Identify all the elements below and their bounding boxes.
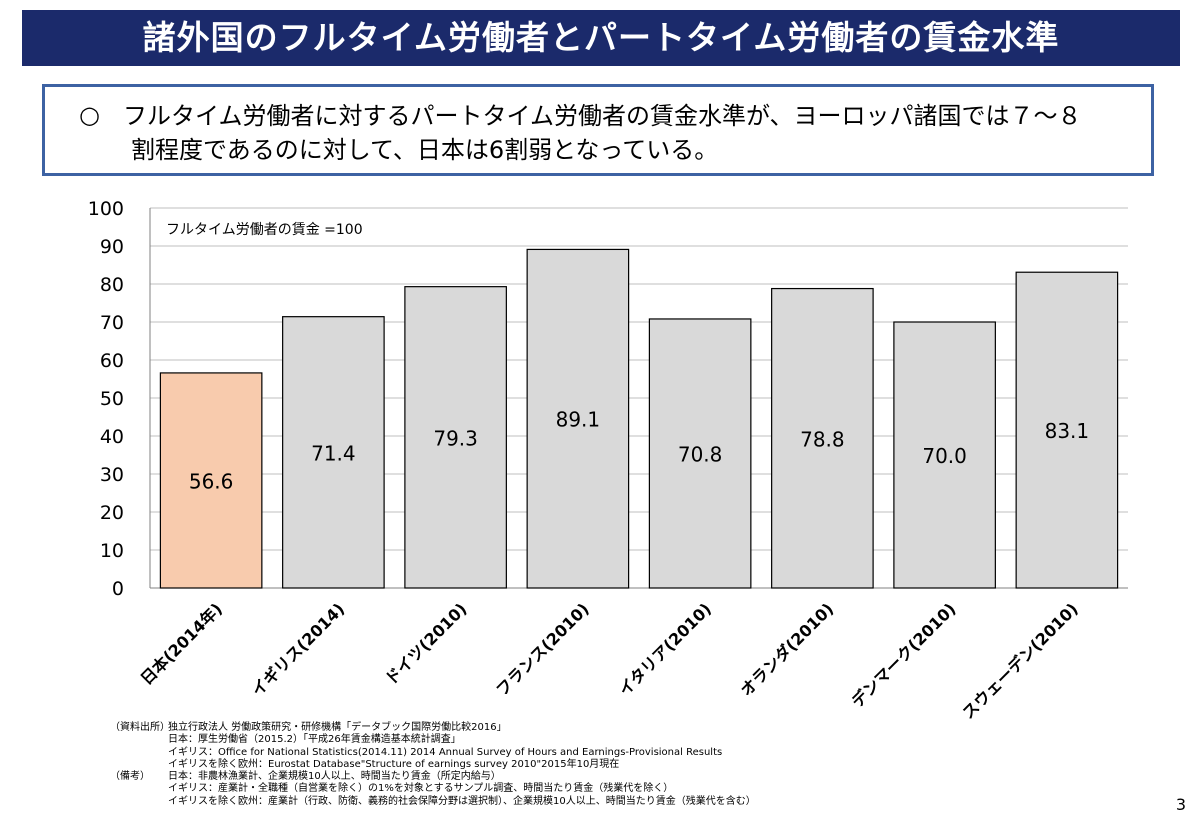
footnote-text: イギリス：産業計・全職種（自営業を除く）の1%を対象とするサンプル調査、時間当た…: [168, 783, 674, 795]
x-category-label: デンマーク(2010): [848, 599, 960, 711]
footnote-text: イギリスを除く欧州：産業計（行政、防衛、義務的社会保障分野は選択制）、企業規模1…: [168, 795, 756, 807]
title-bar: 諸外国のフルタイム労働者とパートタイム労働者の賃金水準: [22, 10, 1180, 66]
footnote-row: （備考） 日本：非農林漁業計、企業規模10人以上、時間当たり賃金（所定内給与）: [110, 771, 910, 783]
footnotes: （資料出所） 独立行政法人 労働政策研究・研修機構「データブック国際労働比較201…: [110, 722, 910, 808]
footnote-text: イギリス：Office for National Statistics(2014…: [168, 746, 723, 758]
bar: [771, 287, 874, 589]
page-number: 3: [1175, 795, 1186, 814]
bar: [282, 316, 385, 589]
y-tick-label: 60: [100, 350, 124, 372]
y-tick-label: 80: [100, 274, 124, 296]
x-category-label: 日本(2014年): [137, 599, 226, 688]
page-title: 諸外国のフルタイム労働者とパートタイム労働者の賃金水準: [142, 18, 1060, 57]
bar: [648, 318, 752, 589]
y-tick-label: 0: [112, 578, 124, 600]
footnote-row: イギリスを除く欧州：産業計（行政、防衛、義務的社会保障分野は選択制）、企業規模1…: [110, 796, 910, 808]
x-category-label: イタリア(2010): [615, 599, 715, 699]
bar: [1015, 271, 1119, 589]
x-category-label: イギリス(2014): [248, 599, 349, 700]
footnote-row: イギリスを除く欧州：Eurostat Database"Structure of…: [110, 759, 910, 771]
footnote-label: [110, 759, 168, 771]
footnote-text: 独立行政法人 労働政策研究・研修機構「データブック国際労働比較2016」: [168, 722, 507, 733]
footnote-label: （資料出所）: [110, 722, 170, 733]
y-tick-label: 100: [88, 198, 124, 220]
footnote-text: 日本：厚生労働省（2015.2）「平成26年賃金構造基本統計調査」: [168, 734, 461, 746]
footnote-text: 日本：非農林漁業計、企業規模10人以上、時間当たり賃金（所定内給与）: [168, 771, 501, 783]
bar-value-label: 83.1: [1045, 419, 1090, 443]
bar: [159, 372, 263, 589]
summary-line-1: フルタイム労働者に対するパートタイム労働者の賃金水準が、ヨーロッパ諸国では７～８: [123, 102, 1082, 130]
bar: [893, 321, 996, 589]
y-tick-label: 30: [100, 464, 124, 486]
y-tick-label: 90: [100, 236, 124, 258]
y-tick-label: 70: [100, 312, 124, 334]
x-category-label: ドイツ(2010): [381, 599, 470, 688]
footnote-row: イギリス：Office for National Statistics(2014…: [110, 747, 910, 759]
y-tick-label: 10: [100, 540, 124, 562]
summary-text: フルタイム労働者に対するパートタイム労働者の賃金水準が、ヨーロッパ諸国では７～８…: [123, 99, 1133, 167]
bar-value-label: 78.8: [800, 427, 845, 451]
bar-chart: 0 10 20 30 40 50 60 70 80 90 100 フルタイム労働者の賃金 =100 56…: [88, 198, 1128, 720]
footnote-label: [110, 747, 168, 759]
bar-value-label: 56.6: [189, 469, 234, 493]
y-tick-label: 20: [100, 502, 124, 524]
bar-value-label: 71.4: [311, 441, 356, 465]
summary-line-2: 割程度であるのに対して、日本は6割弱となっている。: [131, 136, 719, 164]
footnote-label: [110, 734, 168, 746]
x-category-label: フランス(2010): [492, 599, 592, 699]
summary-box: ○ フルタイム労働者に対するパートタイム労働者の賃金水準が、ヨーロッパ諸国では７…: [42, 84, 1154, 176]
footnote-row: （資料出所） 独立行政法人 労働政策研究・研修機構「データブック国際労働比較201…: [110, 722, 910, 734]
bar: [526, 248, 630, 589]
footnote-label: [110, 796, 168, 808]
footnote-text: イギリスを除く欧州：Eurostat Database"Structure of…: [168, 758, 620, 770]
bar-value-label: 70.8: [678, 442, 723, 466]
bar-value-label: 89.1: [556, 408, 601, 432]
y-tick-label: 50: [100, 388, 124, 410]
x-category-label: スウェーデン(2010): [959, 599, 1082, 720]
footnote-label: （備考）: [110, 771, 150, 783]
x-category-label: オランダ(2010): [737, 599, 838, 700]
footnote-row: 日本：厚生労働省（2015.2）「平成26年賃金構造基本統計調査」: [110, 734, 910, 746]
bar-value-label: 70.0: [922, 444, 967, 468]
bar: [404, 286, 507, 589]
footnote-label: [110, 783, 168, 795]
chart-annotation: フルタイム労働者の賃金 =100: [166, 222, 363, 238]
footnote-row: イギリス：産業計・全職種（自営業を除く）の1%を対象とするサンプル調査、時間当た…: [110, 783, 910, 795]
bar-value-label: 79.3: [433, 426, 478, 450]
y-tick-label: 40: [100, 426, 124, 448]
summary-bullet: ○: [79, 101, 100, 129]
